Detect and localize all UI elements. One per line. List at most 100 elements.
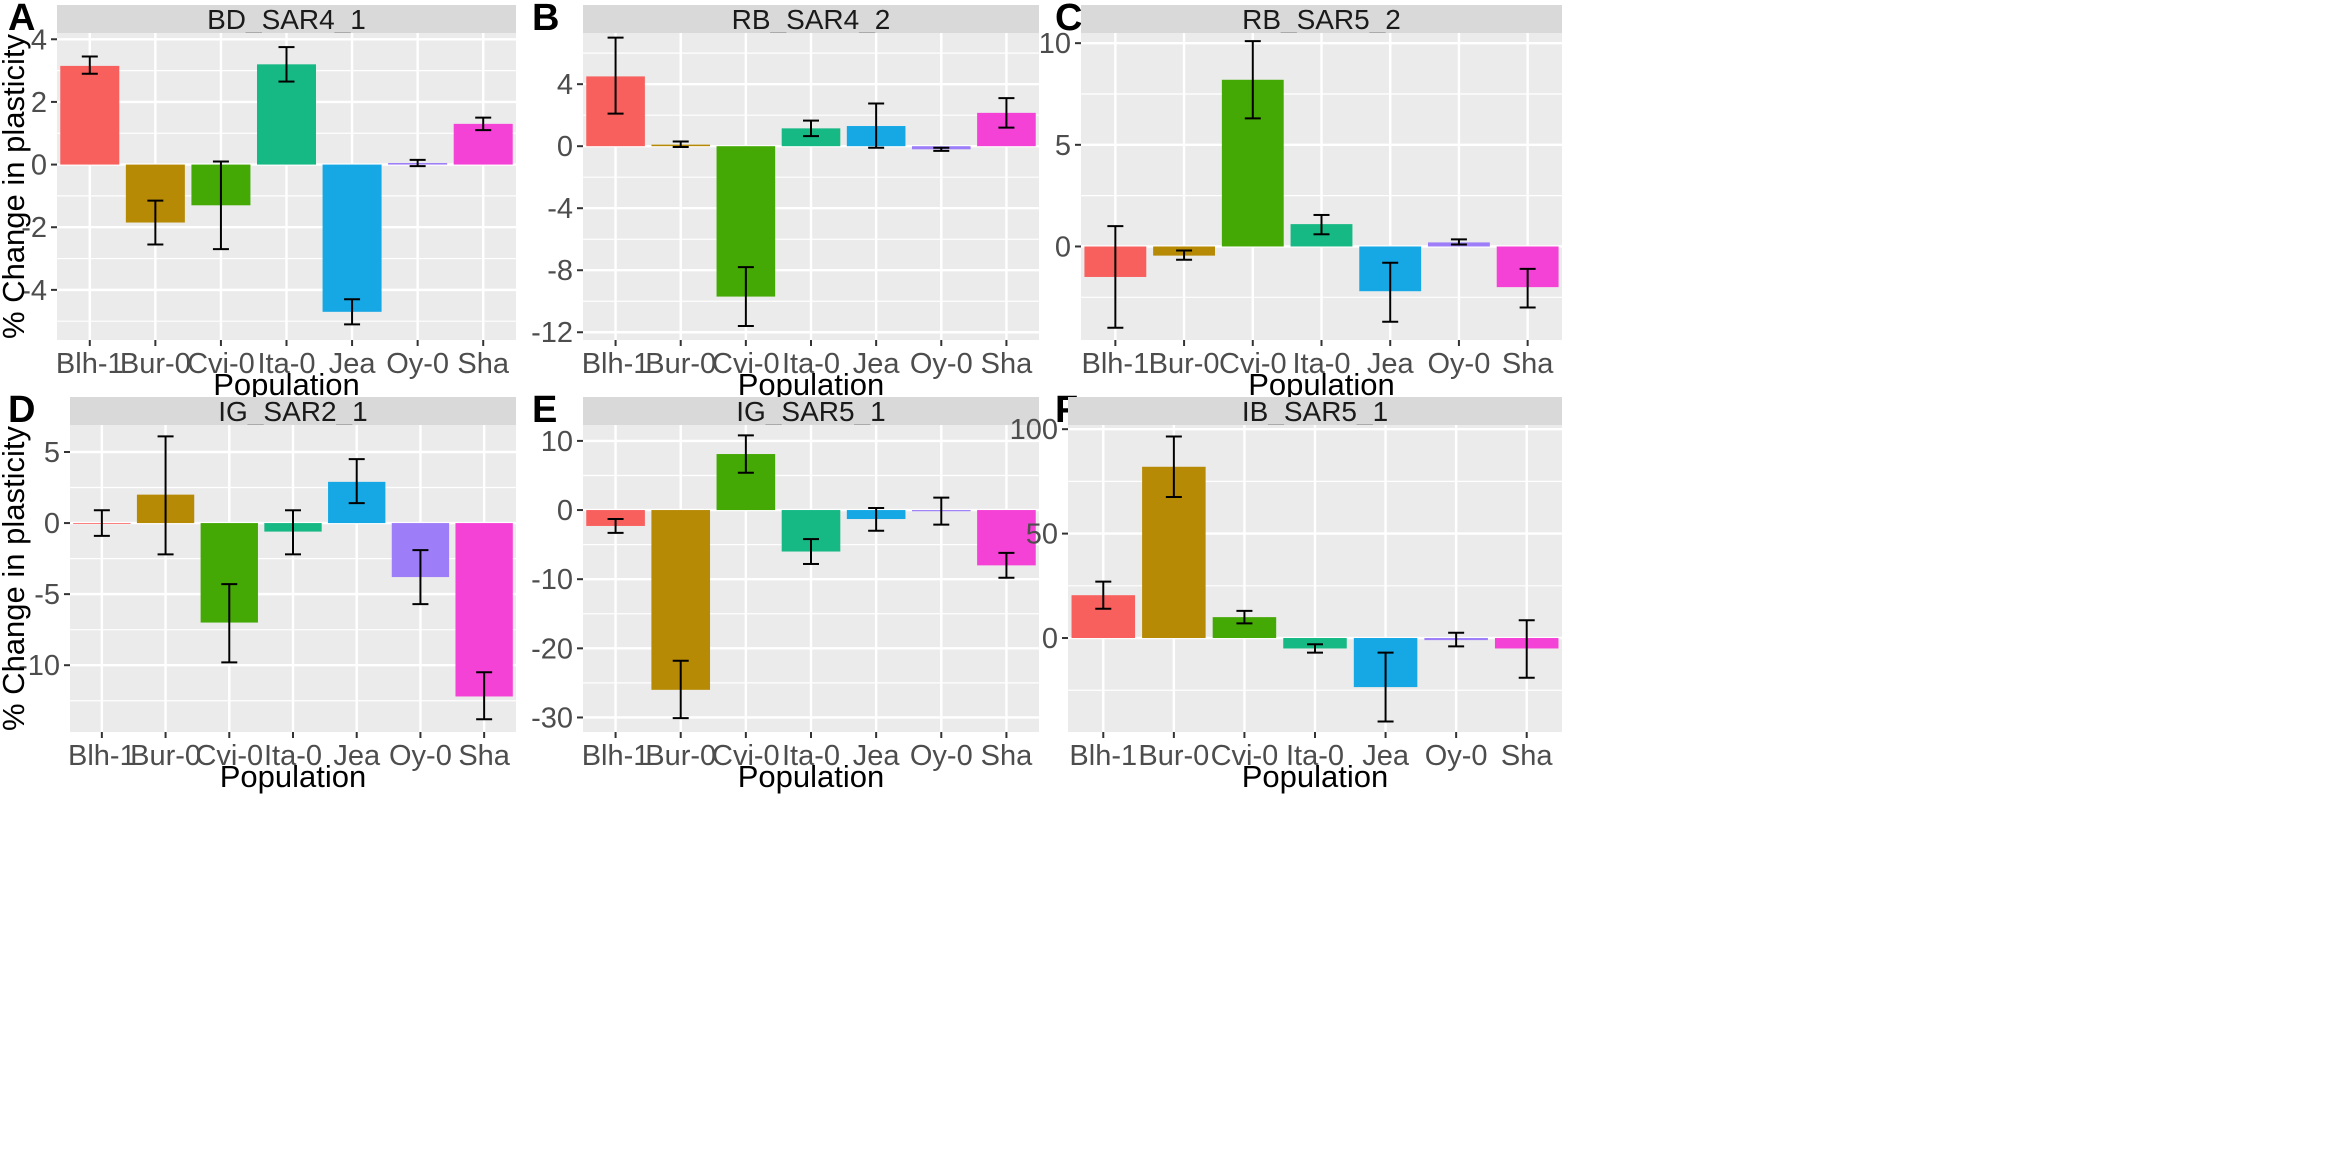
error-bar <box>1377 651 1394 723</box>
x-tick-label: Ita-0 <box>257 348 315 380</box>
error-bar <box>93 509 110 537</box>
x-tick-label: Blh-1 <box>68 740 136 772</box>
x-tick-label: Cvi-0 <box>1219 348 1287 380</box>
error-bar <box>81 55 98 75</box>
error-bar <box>868 506 885 532</box>
panel-letter: D <box>8 389 35 431</box>
error-bar <box>1236 609 1253 625</box>
y-tick-label: 50 <box>1026 519 1058 551</box>
error-bar <box>157 435 174 556</box>
x-tick-label: Jea <box>1367 348 1415 380</box>
y-tick-label: 4 <box>557 69 573 101</box>
error-bar <box>1382 261 1399 323</box>
error-bar <box>1313 213 1330 236</box>
panel-letter: C <box>1055 0 1082 39</box>
x-tick-label: Sha <box>981 348 1033 380</box>
strip-background <box>1081 5 1562 33</box>
x-tick-label: Oy-0 <box>910 348 973 380</box>
x-tick-label: Oy-0 <box>389 740 452 772</box>
error-bar <box>672 140 689 148</box>
x-tick-label: Cvi-0 <box>712 348 780 380</box>
x-tick-label: Bur-0 <box>645 740 716 772</box>
x-tick-label: Blh-1 <box>582 348 650 380</box>
error-bar <box>737 266 754 328</box>
y-tick-label: -5 <box>34 579 60 611</box>
error-bar <box>1107 225 1124 329</box>
x-tick-label: Bur-0 <box>130 740 201 772</box>
x-tick-label: Oy-0 <box>1428 348 1491 380</box>
bar-jea <box>322 164 382 312</box>
x-tick-label: Jea <box>853 740 901 772</box>
panel-title: IG_SAR5_1 <box>736 396 885 427</box>
panel-title: BD_SAR4_1 <box>207 4 366 35</box>
bar-cvi-0 <box>1212 617 1277 639</box>
y-tick-label: 5 <box>44 437 60 469</box>
error-bar <box>1519 267 1536 309</box>
x-tick-label: Ita-0 <box>782 348 840 380</box>
x-axis-title: Population <box>1242 759 1389 794</box>
bar-ita-0 <box>1283 638 1347 649</box>
x-tick-label: Bur-0 <box>1149 348 1220 380</box>
panel-title: RB_SAR4_2 <box>732 4 891 35</box>
x-tick-label: Sha <box>458 740 510 772</box>
error-bar <box>285 509 301 556</box>
x-tick-label: Cvi-0 <box>187 348 255 380</box>
x-tick-label: Oy-0 <box>386 348 449 380</box>
y-tick-label: -8 <box>547 255 573 287</box>
x-axis-title: Population <box>1248 367 1395 402</box>
x-tick-label: Sha <box>457 348 509 380</box>
error-bar <box>998 97 1015 129</box>
x-tick-label: Oy-0 <box>1425 740 1488 772</box>
y-tick-label: 10 <box>541 426 573 458</box>
error-bar <box>998 551 1015 579</box>
panel-letter: A <box>8 0 35 39</box>
error-bar <box>672 659 689 720</box>
x-tick-label: Ita-0 <box>1286 740 1344 772</box>
error-bar <box>409 158 426 168</box>
y-tick-label: -4 <box>547 193 573 225</box>
error-bar <box>803 538 819 565</box>
error-bar <box>1448 631 1465 648</box>
x-tick-label: Blh-1 <box>56 348 124 380</box>
x-tick-label: Cvi-0 <box>195 740 263 772</box>
y-tick-label: 0 <box>557 495 573 527</box>
error-bar <box>1450 238 1467 246</box>
error-bar <box>278 46 295 83</box>
x-tick-label: Sha <box>1501 740 1553 772</box>
y-tick-label: 0 <box>44 508 60 540</box>
x-axis-title: Population <box>213 367 360 402</box>
y-tick-label: 0 <box>1055 231 1071 263</box>
bar-blh-1 <box>586 510 645 526</box>
y-tick-label: 100 <box>1010 414 1058 446</box>
panel-c: C RB_SAR5_2 0 5 10 Blh-1 Bur-0 Cvi-0 Ita-0 Jea Oy-… <box>1039 0 1562 402</box>
y-tick-label: 2 <box>31 87 47 119</box>
panel-title: IB_SAR5_1 <box>1242 396 1388 427</box>
x-tick-label: Cvi-0 <box>712 740 780 772</box>
y-axis-title: % Change in plasticity <box>0 34 31 339</box>
y-tick-label: -2 <box>21 212 47 244</box>
error-bar <box>1244 40 1261 120</box>
x-tick-label: Blh-1 <box>1069 740 1137 772</box>
error-bar <box>1095 580 1112 610</box>
y-tick-label: -30 <box>531 702 573 734</box>
y-tick-label: 0 <box>1042 623 1058 655</box>
x-tick-label: Bur-0 <box>120 348 191 380</box>
x-tick-label: Jea <box>333 740 381 772</box>
strip-background <box>70 397 516 425</box>
error-bar <box>475 116 492 132</box>
strip-background <box>583 397 1039 425</box>
x-tick-label: Ita-0 <box>782 740 840 772</box>
x-axis-title: Population <box>220 759 367 794</box>
x-axis-title: Population <box>738 759 885 794</box>
y-tick-label: 0 <box>31 150 47 182</box>
error-bar <box>344 298 361 326</box>
y-tick-label: -12 <box>531 317 573 349</box>
bar-sha <box>455 523 513 697</box>
error-bar <box>348 458 365 505</box>
x-tick-label: Bur-0 <box>1138 740 1209 772</box>
panel-letter: B <box>532 0 559 39</box>
